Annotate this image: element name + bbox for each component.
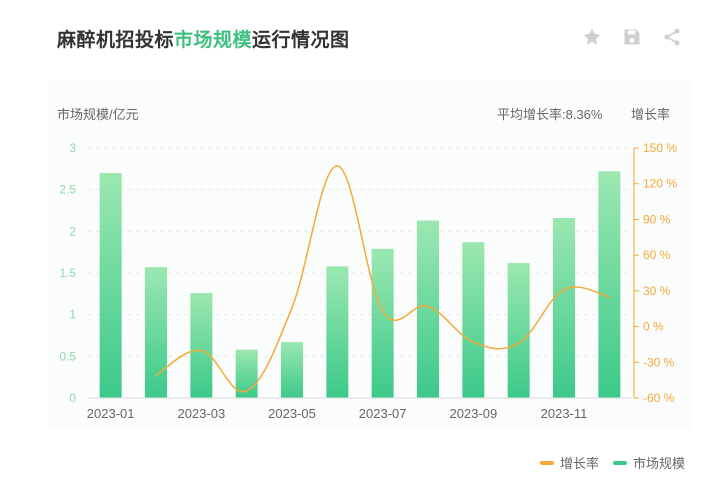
line-growth-rate xyxy=(155,165,610,393)
bar-market-size xyxy=(190,293,213,398)
bar-market-size xyxy=(281,342,303,398)
title-highlight: 市场规模 xyxy=(174,30,253,51)
bar-market-size xyxy=(462,242,485,398)
point-growth-rate xyxy=(472,341,475,343)
x-tick-label: 2023-03 xyxy=(177,406,225,421)
right-tick-label: 60 % xyxy=(643,248,671,262)
right-tick-label: 30 % xyxy=(643,284,671,298)
right-tick-label: -60 % xyxy=(643,391,675,405)
legend-label-growth: 增长率 xyxy=(559,456,599,471)
right-tick-label: 120 % xyxy=(643,177,677,191)
average-growth-label: 平均增长率:8.36% xyxy=(497,107,603,122)
legend-item-market[interactable]: 市场规模 xyxy=(612,453,685,472)
point-growth-rate xyxy=(517,342,520,345)
left-tick-label: 2 xyxy=(69,224,76,238)
right-tick-label: 90 % xyxy=(643,212,671,226)
page-title: 麻醉机招投标市场规模运行情况图 xyxy=(57,25,350,52)
x-tick-label: 2023-11 xyxy=(541,406,588,421)
right-tick-label: 0 % xyxy=(643,320,664,334)
right-tick-label: -30 % xyxy=(643,355,675,369)
toolbar xyxy=(579,24,685,50)
left-axis-label: 市场规模/亿元 xyxy=(57,107,139,122)
left-tick-label: 1.5 xyxy=(59,266,76,280)
title-suffix: 运行情况图 xyxy=(252,30,350,51)
title-prefix: 麻醉机招投标 xyxy=(57,30,175,51)
left-tick-label: 3 xyxy=(69,141,76,155)
legend-swatch-market xyxy=(612,460,627,465)
left-tick-label: 0 xyxy=(69,391,76,405)
bar-market-size xyxy=(598,171,621,398)
chart-legend: 增长率 市场规模 xyxy=(539,453,685,472)
bar-market-size xyxy=(235,349,258,398)
point-growth-rate xyxy=(381,310,384,312)
bar-market-size xyxy=(417,220,439,398)
right-tick-label: 150 % xyxy=(643,141,677,155)
bar-market-size xyxy=(99,173,122,398)
x-tick-label: 2023-05 xyxy=(268,406,316,421)
bar-market-size xyxy=(371,248,394,398)
point-growth-rate xyxy=(608,296,611,298)
point-growth-rate xyxy=(245,390,248,392)
point-growth-rate xyxy=(291,306,293,309)
x-tick-label: 2023-07 xyxy=(359,406,407,421)
star-icon[interactable] xyxy=(579,24,605,50)
left-tick-label: 2.5 xyxy=(59,183,76,197)
x-tick-label: 2023-01 xyxy=(87,406,135,421)
x-tick-label: 2023-09 xyxy=(449,406,497,421)
legend-swatch-growth xyxy=(539,460,554,465)
bar-market-size xyxy=(326,266,349,398)
share-icon[interactable] xyxy=(659,24,685,50)
point-growth-rate xyxy=(427,305,429,308)
bar-market-size xyxy=(145,267,167,398)
legend-item-growth[interactable]: 增长率 xyxy=(539,453,599,472)
left-tick-label: 1 xyxy=(69,308,76,322)
point-growth-rate xyxy=(200,349,203,352)
legend-label-market: 市场规模 xyxy=(632,456,685,471)
point-growth-rate xyxy=(563,288,565,291)
right-axis-label: 增长率 xyxy=(631,107,671,122)
bar-market-size xyxy=(553,218,575,398)
point-growth-rate xyxy=(155,374,157,377)
save-icon[interactable] xyxy=(619,24,645,50)
point-growth-rate xyxy=(336,165,339,167)
left-tick-label: 0.5 xyxy=(59,349,76,363)
bar-market-size xyxy=(507,263,530,398)
